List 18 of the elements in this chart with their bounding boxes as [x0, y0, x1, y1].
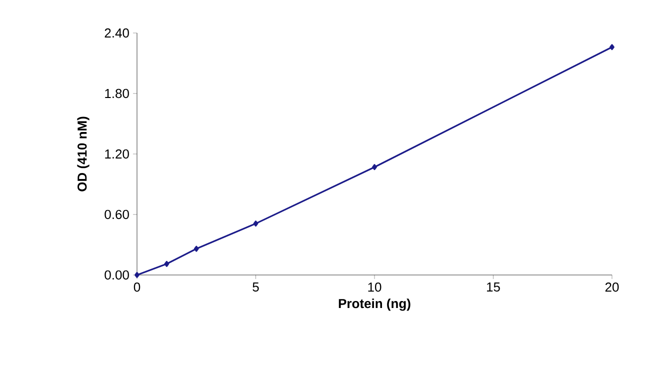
x-axis-title: Protein (ng) — [338, 298, 410, 311]
point — [610, 44, 614, 50]
x-tick-label: 0 — [134, 282, 140, 292]
point — [134, 272, 140, 278]
point — [164, 260, 170, 267]
y-tick-label: 2.40 — [104, 28, 129, 38]
x-tick-label: 10 — [368, 282, 382, 292]
point — [253, 220, 258, 227]
x-tick-label: 5 — [252, 282, 259, 292]
point — [372, 164, 377, 170]
x-tick-label: 15 — [487, 282, 500, 292]
y-axis-title: OD (410 nM) — [77, 116, 90, 192]
y-tick-label: 0.00 — [104, 270, 129, 280]
y-tick-label: 0.60 — [104, 210, 129, 220]
x-tick-label: 20 — [605, 282, 619, 292]
y-tick-label: 1.80 — [105, 88, 129, 98]
y-tick-label: 1.20 — [105, 149, 129, 159]
point — [194, 246, 199, 252]
